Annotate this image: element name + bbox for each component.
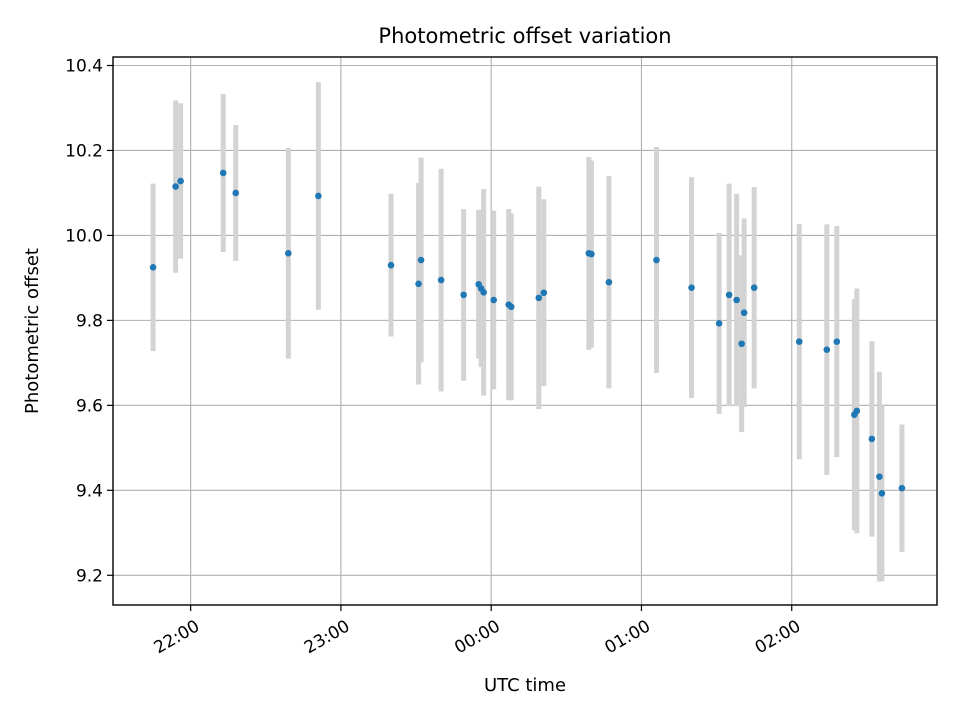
x-tick-label: 22:00 [151, 616, 203, 658]
data-point [480, 289, 487, 296]
data-point [878, 489, 886, 497]
data-point [738, 340, 745, 348]
x-tick-label: 02:00 [752, 616, 804, 658]
data-point [688, 284, 695, 291]
data-point [177, 177, 184, 185]
data-point [315, 192, 322, 200]
x-tick-label: 01:00 [602, 616, 654, 658]
data-points [149, 169, 906, 497]
data-point [535, 294, 543, 302]
chart-title: Photometric offset variation [378, 24, 671, 48]
data-point [437, 276, 445, 284]
plot-frame [112, 56, 938, 606]
data-point [733, 296, 740, 304]
data-point [507, 303, 515, 311]
x-tick-label: 23:00 [301, 616, 353, 658]
data-point [715, 320, 723, 327]
y-tick-label: 10.4 [65, 56, 103, 76]
data-point [415, 280, 422, 288]
y-axis-ticks: 9.2 9.4 9.6 9.8 10.0 10.2 10.4 [65, 56, 113, 586]
y-tick-label: 9.6 [76, 396, 103, 416]
data-point [172, 183, 179, 190]
data-point [823, 346, 831, 353]
data-point [750, 284, 758, 291]
data-point [795, 338, 803, 345]
data-point [876, 473, 883, 481]
data-point [540, 289, 548, 297]
x-axis-ticks: 22:00 23:00 00:00 01:00 02:00 [151, 605, 804, 658]
data-point [417, 256, 425, 264]
y-tick-label: 10.2 [65, 141, 103, 161]
data-point [833, 338, 841, 345]
data-point [653, 256, 660, 264]
data-point [725, 291, 733, 299]
y-tick-label: 9.2 [76, 566, 103, 586]
data-point [285, 249, 292, 257]
y-tick-label: 10.0 [65, 226, 103, 246]
data-point [605, 278, 613, 286]
data-point [460, 291, 467, 299]
data-point [868, 435, 876, 443]
data-point [387, 261, 395, 269]
y-axis-label: Photometric offset [22, 248, 43, 414]
x-tick-label: 00:00 [451, 616, 503, 658]
data-point [149, 263, 157, 271]
data-point [232, 189, 240, 197]
x-axis-label: UTC time [484, 675, 566, 696]
y-tick-label: 9.8 [76, 311, 103, 331]
y-tick-label: 9.4 [76, 481, 103, 501]
error-bars [150, 82, 905, 582]
data-point [853, 407, 861, 415]
data-point [588, 250, 595, 258]
data-point [898, 484, 906, 492]
data-point [219, 169, 227, 177]
data-point [490, 296, 497, 304]
data-point [740, 309, 748, 317]
